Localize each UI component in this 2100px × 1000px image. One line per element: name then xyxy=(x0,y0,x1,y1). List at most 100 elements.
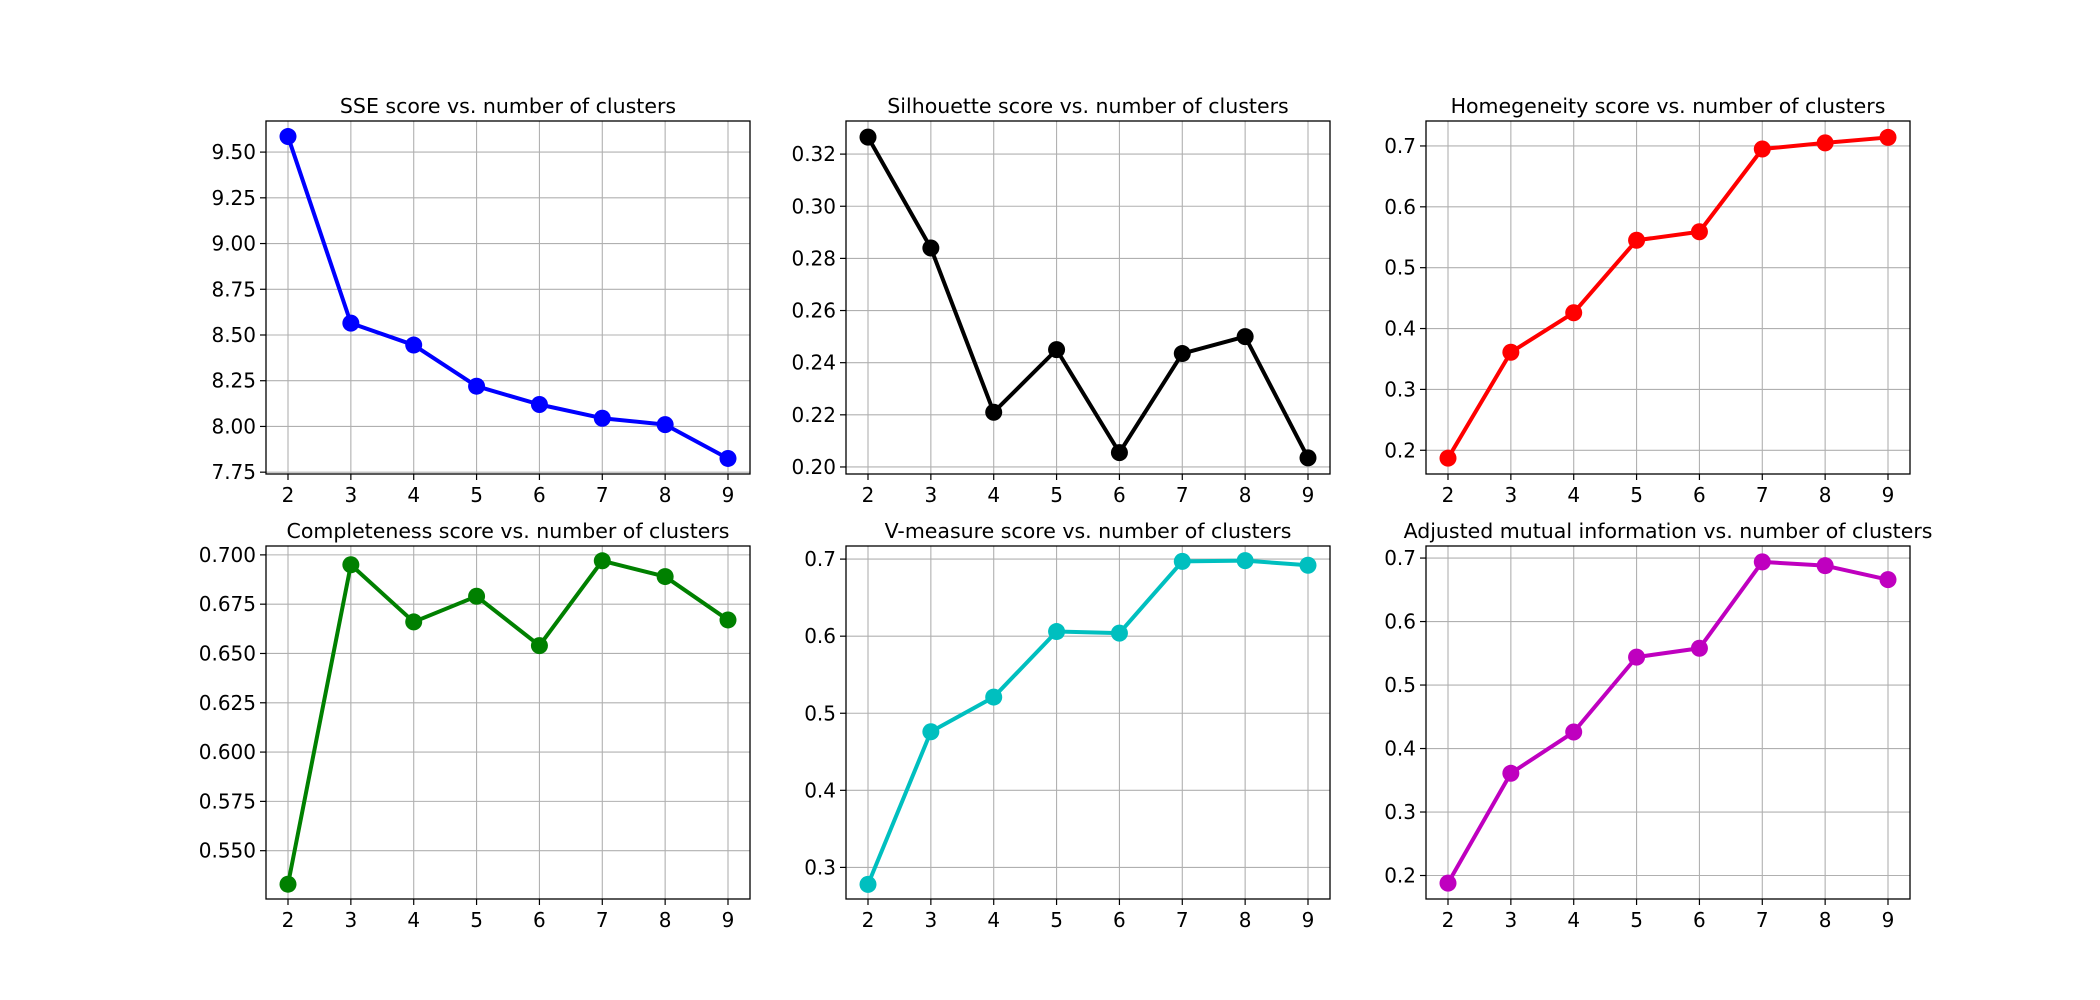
y-tick-label: 0.26 xyxy=(791,299,836,323)
y-tick-label: 0.4 xyxy=(1384,317,1416,341)
x-tick-label: 2 xyxy=(282,908,295,932)
x-tick-label: 4 xyxy=(987,908,1000,932)
x-tick-label: 9 xyxy=(1882,908,1895,932)
data-point xyxy=(1628,231,1646,249)
axes-frame xyxy=(1425,120,1911,475)
x-tick-label: 5 xyxy=(1050,483,1063,507)
y-tick-label: 0.700 xyxy=(199,543,256,567)
y-tick-label: 0.4 xyxy=(1384,737,1416,761)
x-tick-label: 3 xyxy=(344,908,357,932)
x-tick-label: 6 xyxy=(533,483,546,507)
data-point xyxy=(1753,553,1771,571)
data-point xyxy=(530,637,548,655)
data-point xyxy=(342,314,360,332)
x-tick-label: 5 xyxy=(1630,908,1643,932)
x-tick-label: 6 xyxy=(1693,908,1706,932)
x-tick-label: 5 xyxy=(470,483,483,507)
data-point xyxy=(342,556,360,574)
y-tick-label: 0.28 xyxy=(791,246,836,270)
x-tick-label: 6 xyxy=(1113,483,1126,507)
data-point xyxy=(1048,623,1066,641)
data-point xyxy=(1173,345,1191,363)
x-tick-label: 9 xyxy=(1882,483,1895,507)
y-tick-label: 8.50 xyxy=(211,323,256,347)
data-point xyxy=(859,875,877,893)
data-point xyxy=(405,613,423,631)
x-tick-label: 2 xyxy=(862,908,875,932)
data-point xyxy=(1690,223,1708,241)
x-tick-label: 4 xyxy=(407,908,420,932)
x-tick-label: 2 xyxy=(1442,908,1455,932)
y-tick-label: 9.00 xyxy=(211,232,256,256)
x-tick-label: 7 xyxy=(1756,483,1769,507)
y-tick-label: 0.7 xyxy=(804,547,836,571)
chart-title: SSE score vs. number of clusters xyxy=(340,94,676,118)
y-tick-label: 8.25 xyxy=(211,369,256,393)
y-tick-label: 0.550 xyxy=(199,839,256,863)
data-point xyxy=(922,239,940,257)
data-point xyxy=(279,128,297,146)
y-tick-label: 0.3 xyxy=(1384,377,1416,401)
chart-panel-6: 2 3 4 5 6 7 8 9 0.2 0.3 0.4 0.5 0.6 0.7 Adjusted mutua… xyxy=(1384,519,1932,932)
data-point xyxy=(1816,557,1834,575)
y-tick-label: 0.5 xyxy=(1384,673,1416,697)
data-point xyxy=(468,587,486,605)
data-point xyxy=(922,723,940,741)
y-tick-label: 9.50 xyxy=(211,140,256,164)
axes-frame xyxy=(265,120,751,475)
x-tick-label: 4 xyxy=(407,483,420,507)
data-point xyxy=(1628,648,1646,666)
y-tick-label: 0.5 xyxy=(804,701,836,725)
data-point xyxy=(656,416,674,434)
y-tick-label: 8.00 xyxy=(211,414,256,438)
data-point xyxy=(1299,556,1317,574)
x-tick-label: 4 xyxy=(1567,483,1580,507)
x-tick-label: 3 xyxy=(1504,908,1517,932)
x-tick-label: 4 xyxy=(1567,908,1580,932)
series-line xyxy=(866,135,1310,460)
data-point xyxy=(1565,304,1583,322)
y-tick-label: 7.75 xyxy=(211,460,256,484)
x-tick-label: 6 xyxy=(1113,908,1126,932)
data-point xyxy=(1110,444,1128,462)
y-tick-label: 0.6 xyxy=(1384,195,1416,219)
x-tick-label: 3 xyxy=(924,483,937,507)
y-tick-label: 0.20 xyxy=(791,455,836,479)
y-tick-label: 0.30 xyxy=(791,194,836,218)
chart-title: Silhouette score vs. number of clusters xyxy=(887,94,1288,118)
chart-panel-5: 2 3 4 5 6 7 8 9 0.3 0.4 0.5 0.6 0.7 V-measure score v… xyxy=(804,519,1331,932)
y-tick-label: 0.7 xyxy=(1384,134,1416,158)
axes-frame xyxy=(1425,545,1911,900)
data-point xyxy=(859,128,877,146)
y-tick-label: 8.75 xyxy=(211,277,256,301)
data-point xyxy=(530,395,548,413)
data-point xyxy=(985,403,1003,421)
x-tick-label: 7 xyxy=(1176,908,1189,932)
y-tick-label: 0.4 xyxy=(804,778,836,802)
x-tick-label: 4 xyxy=(987,483,1000,507)
x-tick-label: 5 xyxy=(1630,483,1643,507)
data-point xyxy=(1879,571,1897,589)
axes-frame xyxy=(845,120,1331,475)
x-tick-label: 7 xyxy=(1176,483,1189,507)
series-line xyxy=(1446,135,1890,461)
axes-frame xyxy=(845,545,1331,900)
chart-panel-2: 2 3 4 5 6 7 8 9 0.20 0.22 0.24 0.26 0.28 0.30 0.32 Silh… xyxy=(791,94,1331,507)
data-point xyxy=(1110,624,1128,642)
data-point xyxy=(1690,639,1708,657)
chart-title: Homegeneity score vs. number of clusters xyxy=(1451,94,1886,118)
x-tick-label: 5 xyxy=(1050,908,1063,932)
x-tick-label: 2 xyxy=(1442,483,1455,507)
x-tick-label: 3 xyxy=(1504,483,1517,507)
series-line xyxy=(286,558,730,887)
data-point xyxy=(468,377,486,395)
data-point xyxy=(1236,552,1254,570)
x-tick-label: 7 xyxy=(596,908,609,932)
y-tick-label: 0.625 xyxy=(199,691,256,715)
series-line xyxy=(1446,559,1890,886)
x-tick-label: 6 xyxy=(533,908,546,932)
x-tick-label: 3 xyxy=(924,908,937,932)
y-tick-label: 0.650 xyxy=(199,641,256,665)
x-tick-label: 7 xyxy=(1756,908,1769,932)
